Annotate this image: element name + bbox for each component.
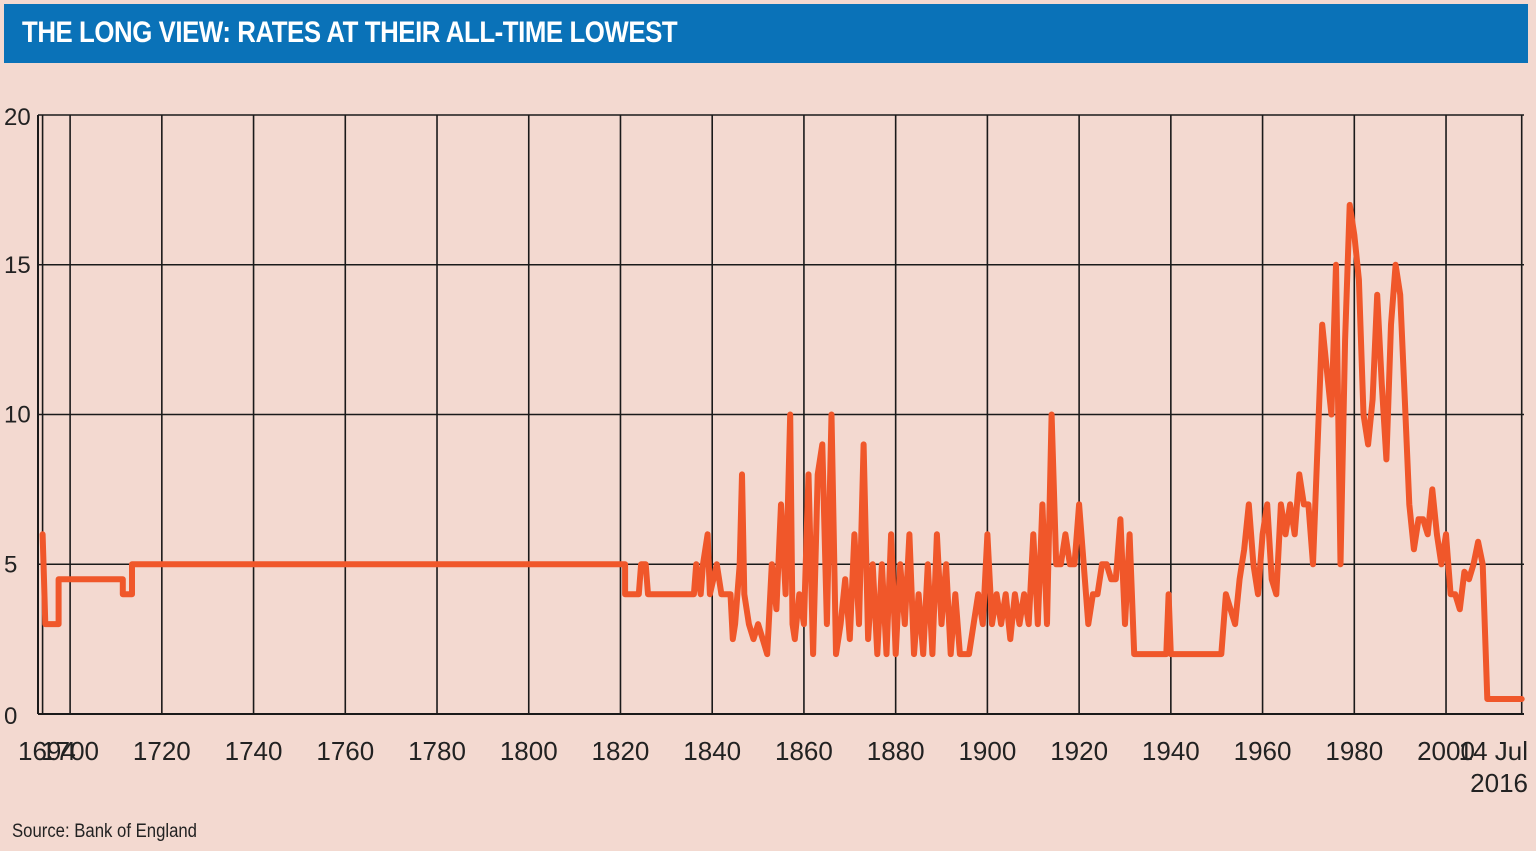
x-tick-label: 1980	[1325, 736, 1383, 766]
y-tick-label: 0	[4, 703, 17, 730]
x-tick-label: 2000	[1417, 736, 1475, 766]
chart-title: THE LONG VIEW: RATES AT THEIR ALL-TIME L…	[22, 16, 678, 49]
y-tick-label: 20	[4, 104, 31, 131]
x-tick-label: 1800	[500, 736, 558, 766]
x-tick-label: 1694	[18, 736, 76, 766]
x-tick-label: 1740	[225, 736, 283, 766]
x-tick-label: 1760	[316, 736, 374, 766]
x-tick-label: 1720	[133, 736, 191, 766]
x-tick-label: 1820	[592, 736, 650, 766]
x-tick-label: 14 Jul	[1459, 736, 1528, 766]
x-tick-label: 1840	[683, 736, 741, 766]
x-tick-label: 1900	[958, 736, 1016, 766]
x-tick-label: 1940	[1142, 736, 1200, 766]
x-tick-label-year: 2016	[1470, 768, 1528, 798]
x-tick-label: 1880	[867, 736, 925, 766]
title-bar: THE LONG VIEW: RATES AT THEIR ALL-TIME L…	[4, 4, 1528, 63]
y-tick-label: 15	[4, 252, 31, 279]
rate-series-line	[39, 201, 1525, 702]
y-tick-label: 5	[4, 551, 17, 578]
source-note: Source: Bank of England	[12, 821, 197, 842]
x-tick-label: 1700	[41, 736, 99, 766]
x-tick-label: 1920	[1050, 736, 1108, 766]
y-tick-label: 10	[4, 402, 31, 429]
x-tick-label: 1860	[775, 736, 833, 766]
x-tick-label: 1780	[408, 736, 466, 766]
x-tick-label: 1960	[1234, 736, 1292, 766]
